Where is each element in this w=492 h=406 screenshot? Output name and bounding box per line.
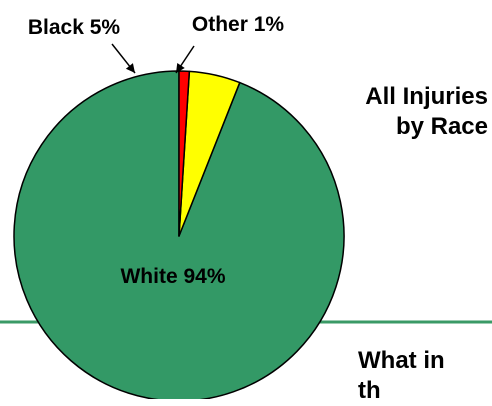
body-line-1: What in [358,347,445,374]
data-label-black: Black 5% [28,16,121,39]
body-line-2: th [358,377,381,404]
pie-slice-white [13,70,345,399]
leader-arrow-other [176,63,185,73]
slide-body-text: What in th [358,346,492,406]
title-line-1: All Injuries [365,83,488,110]
slide-title: All Injuries by Race [290,82,488,142]
title-line-2: by Race [395,113,488,140]
data-label-other: Other 1% [192,13,285,36]
data-label-white: White 94% [120,265,225,288]
leader-arrow-black [125,63,135,73]
